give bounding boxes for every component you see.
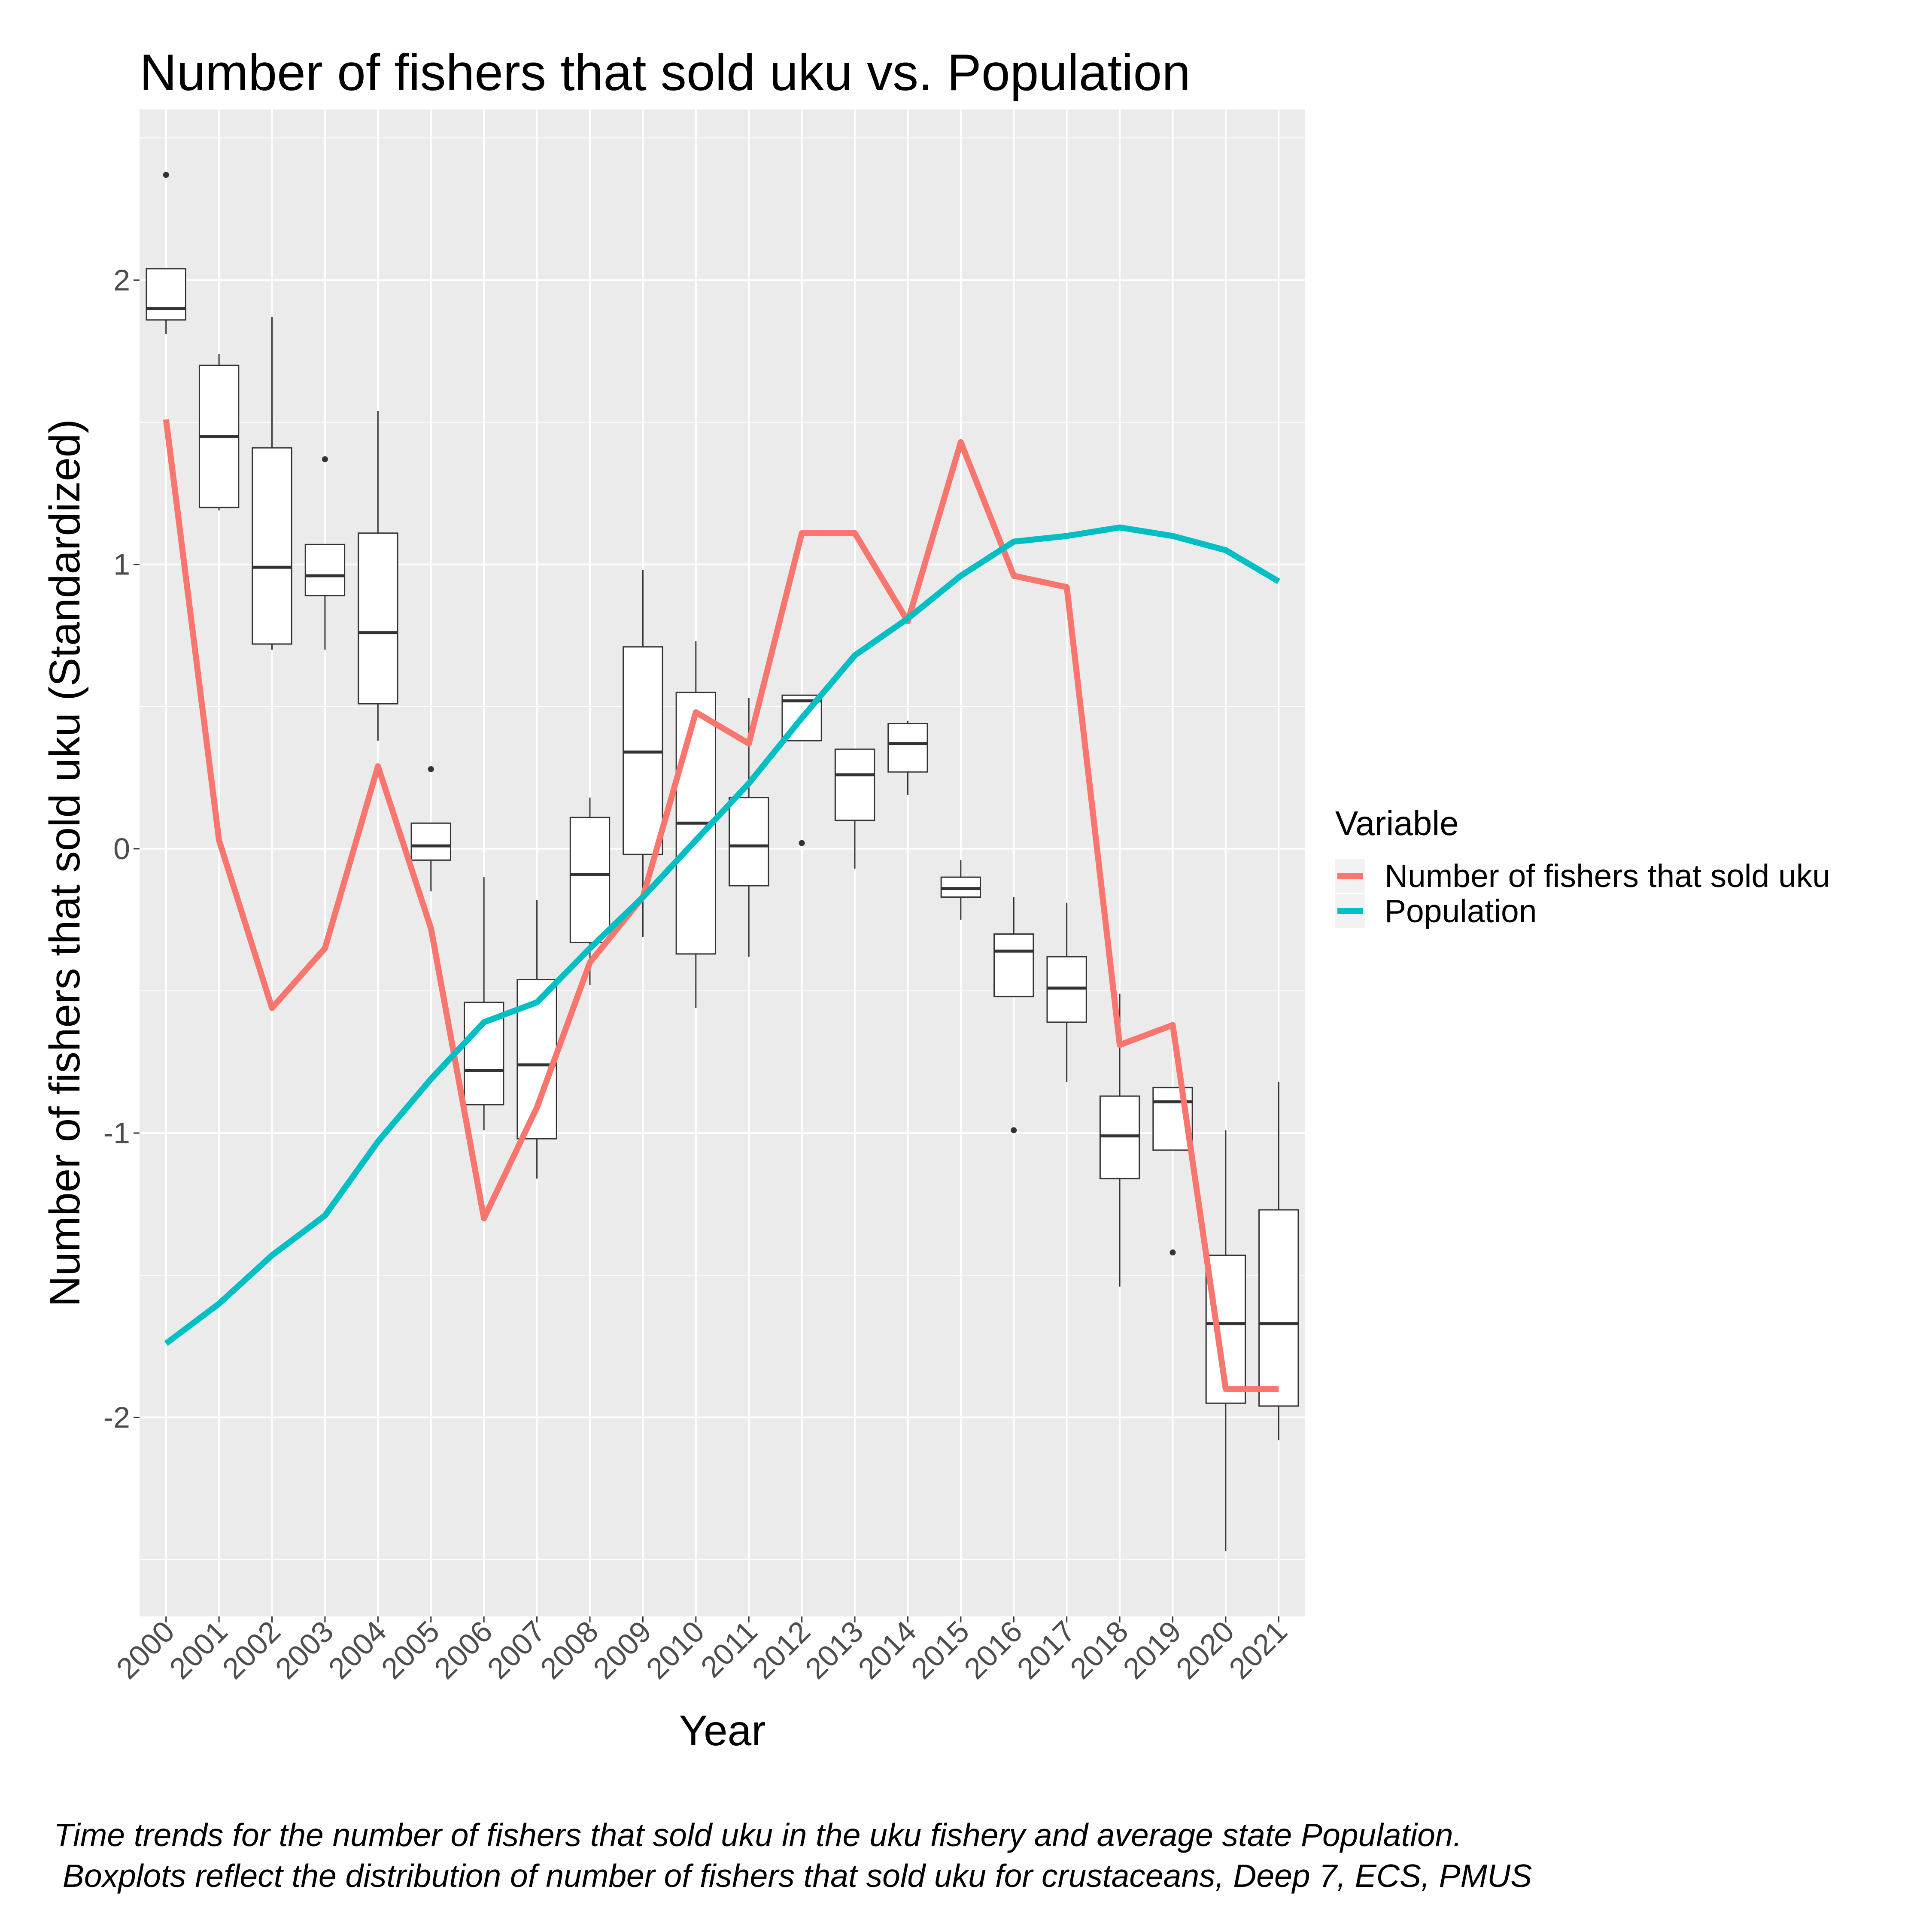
x-tick-label: 2005: [375, 1614, 446, 1685]
boxplot-2014: [887, 618, 928, 795]
y-tick-label: 1: [113, 548, 130, 581]
x-tick-label: 2016: [958, 1614, 1029, 1685]
box: [993, 933, 1034, 997]
x-tick-label: 2006: [428, 1614, 498, 1685]
boxplot-2021: [1258, 1081, 1299, 1440]
boxplot-2001: [198, 354, 240, 510]
x-tick-label: 2014: [852, 1614, 923, 1685]
series-line-1: [163, 419, 1279, 1392]
x-tick-label: 2007: [481, 1614, 552, 1685]
box: [729, 797, 769, 887]
y-tick-label: 2: [113, 263, 130, 297]
x-tick-label: 2009: [587, 1614, 658, 1685]
legend: Variable Number of fishers that sold uku…: [1335, 804, 1830, 929]
boxplot-2017: [1046, 902, 1087, 1082]
caption-line-2: Boxplots reflect the distribution of num…: [54, 1858, 1532, 1894]
y-tick-label: -1: [103, 1116, 130, 1150]
box: [358, 532, 398, 705]
box: [569, 817, 611, 943]
x-tick-label: 2000: [110, 1614, 181, 1685]
y-tick-label: 0: [113, 832, 130, 866]
x-tick-label: 2002: [216, 1614, 287, 1685]
outlier-point: [799, 840, 805, 846]
box: [887, 723, 928, 773]
x-tick-label: 2013: [799, 1614, 869, 1685]
x-tick-label: 2012: [746, 1614, 817, 1685]
x-tick-label: 2018: [1063, 1614, 1134, 1685]
x-tick-label: 2010: [640, 1614, 711, 1685]
boxplot-2002: [252, 317, 292, 650]
legend-label-2: Population: [1385, 893, 1537, 929]
box: [1258, 1209, 1299, 1407]
x-tick-label: 2017: [1011, 1614, 1081, 1685]
x-tick-label: 2003: [269, 1614, 340, 1685]
caption-line-1: Time trends for the number of fishers th…: [54, 1817, 1462, 1853]
outlier-point: [1170, 1249, 1176, 1256]
x-tick-label: 2020: [1170, 1614, 1240, 1685]
box: [834, 748, 875, 821]
plot-panel: [140, 109, 1305, 1616]
legend-label-1: Number of fishers that sold uku: [1385, 858, 1830, 894]
x-tick-label: 2008: [534, 1614, 605, 1685]
x-axis-title: Year: [679, 1707, 766, 1755]
boxplot-2004: [358, 411, 398, 741]
line-layer: [163, 419, 1280, 1392]
box: [304, 544, 346, 596]
y-tick-label: -2: [103, 1400, 130, 1434]
outlier-point: [163, 172, 169, 178]
box: [252, 447, 292, 645]
x-tick-label: 2011: [694, 1614, 764, 1684]
chart-title: Number of fishers that sold uku vs. Popu…: [140, 44, 1191, 101]
boxplot-2005: [410, 766, 451, 892]
x-tick-label: 2004: [322, 1614, 393, 1685]
x-tick-label: 2001: [163, 1614, 234, 1685]
boxplot-2016: [993, 897, 1034, 1133]
outlier-point: [428, 766, 434, 772]
outlier-point: [1011, 1127, 1017, 1133]
outlier-point: [322, 456, 328, 462]
x-tick-label: 2019: [1117, 1614, 1188, 1685]
x-tick-label: 2015: [905, 1614, 975, 1685]
series-line-2: [164, 524, 1280, 1346]
y-axis-title: Number of fishers that sold uku (Standar…: [41, 419, 89, 1307]
x-tick-label: 2021: [1223, 1614, 1294, 1685]
box: [146, 268, 186, 321]
boxplot-2003: [304, 456, 346, 650]
boxplot-2013: [834, 748, 875, 869]
panel-background: [140, 109, 1305, 1616]
box: [410, 822, 451, 861]
boxplot-2011: [729, 698, 769, 957]
boxplot-2009: [623, 570, 663, 937]
boxplot-2000: [146, 172, 186, 334]
legend-title: Variable: [1335, 804, 1459, 842]
boxplot-2015: [940, 860, 981, 920]
